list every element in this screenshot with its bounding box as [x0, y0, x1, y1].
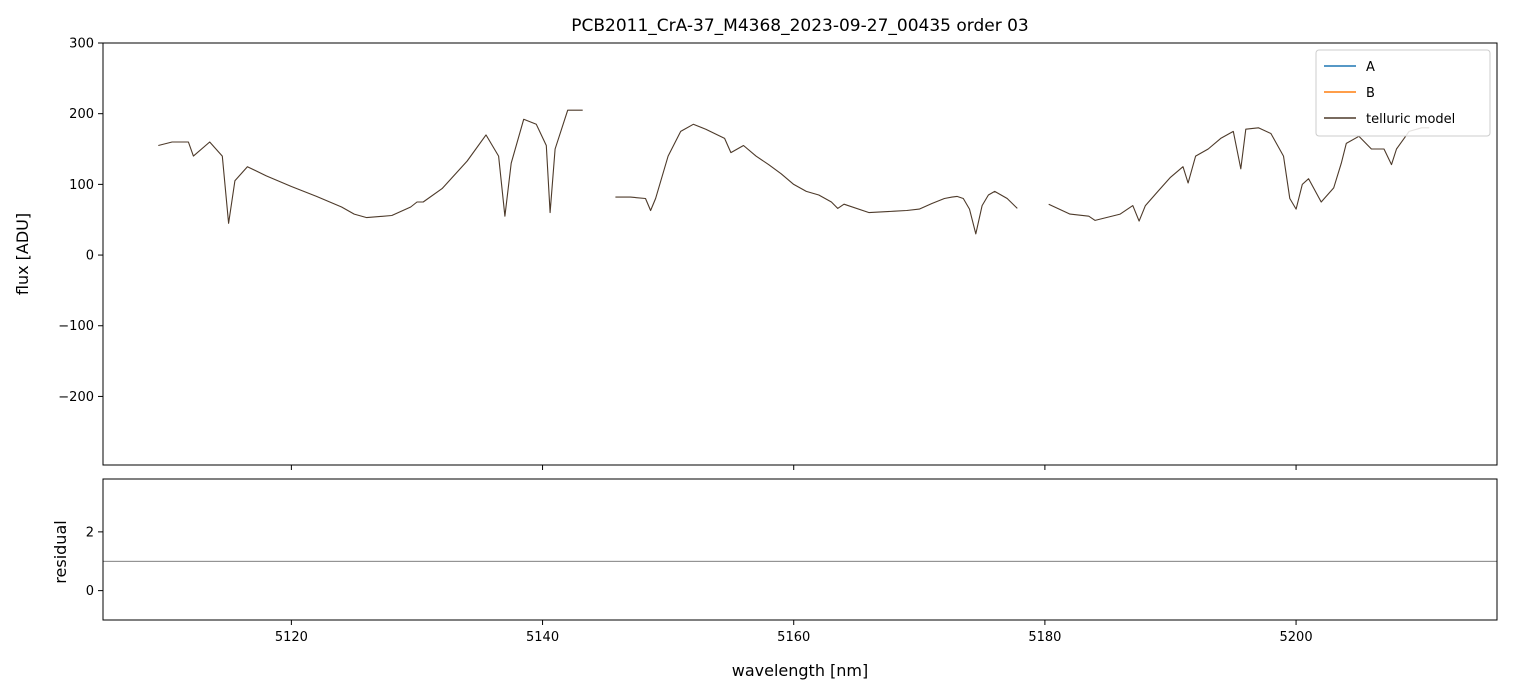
flux-plot-area: [158, 109, 1430, 235]
legend-label-a: A: [1366, 60, 1375, 75]
legend-label-b: B: [1366, 86, 1375, 101]
flux-y-axis: −200 −100 0 100 200 300: [58, 37, 103, 405]
y-tick-label-2: 2: [86, 525, 94, 540]
x-tick-label-5200: 5200: [1280, 630, 1313, 645]
x-tick-label-5180: 5180: [1028, 630, 1061, 645]
flux-axis-label: flux [ADU]: [13, 213, 32, 295]
residual-axis-label: residual: [51, 520, 70, 583]
residual-y-axis: 02: [86, 525, 103, 599]
y-tick-label-0: 0: [86, 249, 94, 264]
residual-x-axis: 5120 5140 5160 5180 5200: [275, 620, 1313, 645]
x-tick-label-5160: 5160: [777, 630, 810, 645]
legend: A B telluric model: [1315, 49, 1491, 137]
series-telluric-model-line: [158, 109, 1430, 235]
y-tick-label-300: 300: [69, 37, 94, 52]
y-tick-label-m100: −100: [58, 319, 94, 334]
residual-plot-area: [103, 560, 1497, 562]
y-tick-label-0: 0: [86, 584, 94, 599]
residual-plot-frame: [102, 478, 1498, 621]
legend-label-telluric-model: telluric model: [1366, 112, 1455, 127]
flux-plot-frame: [102, 42, 1498, 466]
wavelength-axis-label: wavelength [nm]: [732, 661, 869, 680]
y-tick-label-200: 200: [69, 107, 94, 122]
legend-frame: [1315, 49, 1491, 137]
flux-x-axis: [290, 465, 1297, 470]
chart-title: PCB2011_CrA-37_M4368_2023-09-27_00435 or…: [571, 16, 1029, 36]
y-tick-label-m200: −200: [58, 390, 94, 405]
x-tick-label-5140: 5140: [526, 630, 559, 645]
y-tick-label-100: 100: [69, 178, 94, 193]
x-tick-label-5120: 5120: [275, 630, 308, 645]
